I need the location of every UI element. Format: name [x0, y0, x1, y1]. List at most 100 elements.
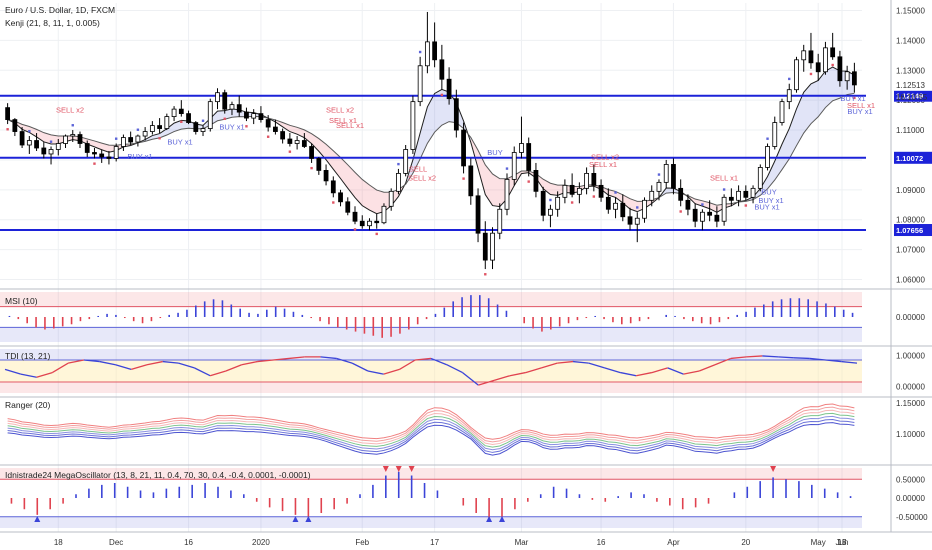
kenji-legend[interactable]: Kenji (21, 8, 11, 1, 0.005)	[5, 18, 100, 28]
candle-body[interactable]	[728, 196, 734, 201]
candle-body[interactable]	[649, 190, 655, 201]
candle-body[interactable]	[786, 89, 792, 103]
msi-histogram[interactable]	[8, 295, 854, 338]
candle-body[interactable]	[540, 190, 546, 216]
candle-body[interactable]	[743, 190, 749, 198]
candle-body[interactable]	[193, 122, 199, 132]
candle-body[interactable]	[34, 140, 39, 149]
candle-body[interactable]	[576, 187, 582, 195]
candle-body[interactable]	[99, 153, 105, 158]
candle-body[interactable]	[772, 122, 778, 147]
candle-body[interactable]	[200, 128, 206, 132]
candle-body[interactable]	[345, 201, 351, 213]
candle-body[interactable]	[642, 199, 647, 219]
candle-body[interactable]	[258, 113, 264, 120]
candle-body[interactable]	[533, 170, 539, 192]
candle-body[interactable]	[432, 41, 438, 61]
candle-body[interactable]	[620, 202, 626, 218]
candle-body[interactable]	[251, 113, 257, 119]
candle-body[interactable]	[678, 187, 684, 201]
candle-body[interactable]	[721, 196, 727, 222]
candle-body[interactable]	[164, 116, 170, 129]
candle-body[interactable]	[92, 152, 97, 155]
candle-body[interactable]	[707, 211, 713, 216]
candle-body[interactable]	[837, 56, 843, 82]
tdi-line[interactable]	[4, 355, 858, 386]
candle-body[interactable]	[844, 71, 850, 82]
candle-body[interactable]	[55, 143, 61, 150]
candle-body[interactable]	[490, 232, 495, 261]
price-axis[interactable]: 1.150001.140001.130001.120001.110001.100…	[894, 6, 932, 522]
candle-body[interactable]	[605, 196, 611, 210]
candle-body[interactable]	[634, 217, 640, 225]
candle-body[interactable]	[851, 71, 857, 86]
candle-body[interactable]	[106, 156, 112, 159]
candle-body[interactable]	[555, 196, 561, 210]
candle-body[interactable]	[671, 164, 676, 189]
candle-body[interactable]	[504, 178, 510, 210]
candle-body[interactable]	[273, 126, 278, 132]
candle-body[interactable]	[301, 140, 307, 147]
candle-body[interactable]	[562, 184, 568, 198]
candle-body[interactable]	[157, 125, 162, 129]
candle-body[interactable]	[468, 165, 474, 197]
candle-body[interactable]	[330, 180, 336, 194]
megaoscillator-histogram[interactable]	[10, 466, 852, 522]
candle-body[interactable]	[323, 170, 329, 182]
candle-body[interactable]	[569, 184, 575, 195]
candle-body[interactable]	[41, 147, 47, 155]
candle-body[interactable]	[424, 41, 430, 67]
candle-body[interactable]	[287, 138, 293, 144]
candle-body[interactable]	[142, 131, 148, 137]
candle-body[interactable]	[519, 143, 524, 153]
candle-body[interactable]	[5, 107, 11, 120]
candle-body[interactable]	[280, 131, 286, 140]
candle-body[interactable]	[294, 140, 300, 144]
candle-body[interactable]	[808, 50, 814, 64]
horizontal-levels[interactable]	[0, 94, 866, 232]
candle-body[interactable]	[526, 143, 532, 171]
candle-body[interactable]	[794, 59, 799, 91]
candle-body[interactable]	[591, 172, 597, 186]
candle-body[interactable]	[815, 62, 821, 73]
candle-body[interactable]	[461, 129, 466, 167]
candle-body[interactable]	[121, 137, 126, 147]
candlestick-series[interactable]	[5, 11, 857, 270]
candle-body[interactable]	[410, 101, 416, 150]
candle-body[interactable]	[113, 146, 119, 159]
candle-body[interactable]	[779, 101, 785, 123]
candle-body[interactable]	[823, 47, 828, 73]
candle-body[interactable]	[692, 208, 698, 222]
candle-body[interactable]	[84, 143, 90, 153]
candle-body[interactable]	[757, 167, 763, 189]
candle-body[interactable]	[374, 220, 380, 224]
candle-body[interactable]	[627, 216, 633, 225]
candle-body[interactable]	[663, 164, 669, 183]
candle-body[interactable]	[548, 208, 553, 216]
candle-body[interactable]	[381, 205, 387, 224]
candle-body[interactable]	[613, 202, 618, 210]
ranger-legend[interactable]: Ranger (20)	[5, 400, 51, 410]
candle-body[interactable]	[222, 92, 228, 110]
candle-body[interactable]	[367, 220, 372, 227]
candle-body[interactable]	[229, 104, 235, 110]
candle-body[interactable]	[215, 92, 220, 103]
candle-body[interactable]	[765, 146, 770, 168]
symbol-title[interactable]: Euro / U.S. Dollar, 1D, FXCM	[5, 5, 115, 15]
candle-body[interactable]	[439, 59, 445, 80]
candle-body[interactable]	[511, 152, 517, 180]
candle-body[interactable]	[482, 232, 488, 261]
candle-body[interactable]	[396, 172, 401, 192]
candle-body[interactable]	[19, 131, 25, 146]
candle-body[interactable]	[417, 65, 423, 103]
candle-body[interactable]	[70, 134, 76, 137]
candle-body[interactable]	[128, 137, 134, 143]
candle-body[interactable]	[750, 187, 756, 198]
candle-body[interactable]	[186, 113, 191, 123]
ranger-lines[interactable]	[7, 403, 855, 456]
candle-body[interactable]	[359, 220, 365, 227]
candle-body[interactable]	[475, 195, 481, 234]
candle-body[interactable]	[656, 181, 662, 192]
candle-body[interactable]	[149, 125, 155, 132]
